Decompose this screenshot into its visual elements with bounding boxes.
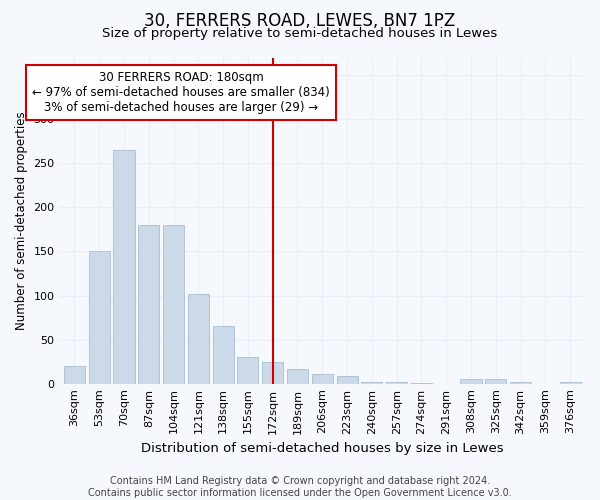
Bar bbox=[188, 294, 209, 384]
Bar bbox=[386, 382, 407, 384]
Bar bbox=[485, 380, 506, 384]
Bar bbox=[510, 382, 531, 384]
Bar bbox=[212, 326, 233, 384]
Y-axis label: Number of semi-detached properties: Number of semi-detached properties bbox=[15, 112, 28, 330]
Bar bbox=[560, 382, 581, 384]
Text: Size of property relative to semi-detached houses in Lewes: Size of property relative to semi-detach… bbox=[103, 28, 497, 40]
Bar bbox=[460, 380, 482, 384]
X-axis label: Distribution of semi-detached houses by size in Lewes: Distribution of semi-detached houses by … bbox=[141, 442, 503, 455]
Bar bbox=[337, 376, 358, 384]
Bar bbox=[411, 383, 432, 384]
Text: 30, FERRERS ROAD, LEWES, BN7 1PZ: 30, FERRERS ROAD, LEWES, BN7 1PZ bbox=[145, 12, 455, 30]
Text: 30 FERRERS ROAD: 180sqm
← 97% of semi-detached houses are smaller (834)
3% of se: 30 FERRERS ROAD: 180sqm ← 97% of semi-de… bbox=[32, 70, 330, 114]
Bar bbox=[287, 368, 308, 384]
Bar bbox=[138, 225, 160, 384]
Bar bbox=[113, 150, 134, 384]
Bar bbox=[262, 362, 283, 384]
Bar bbox=[89, 252, 110, 384]
Text: Contains HM Land Registry data © Crown copyright and database right 2024.
Contai: Contains HM Land Registry data © Crown c… bbox=[88, 476, 512, 498]
Bar bbox=[163, 225, 184, 384]
Bar bbox=[64, 366, 85, 384]
Bar bbox=[238, 357, 259, 384]
Bar bbox=[361, 382, 382, 384]
Bar bbox=[312, 374, 333, 384]
